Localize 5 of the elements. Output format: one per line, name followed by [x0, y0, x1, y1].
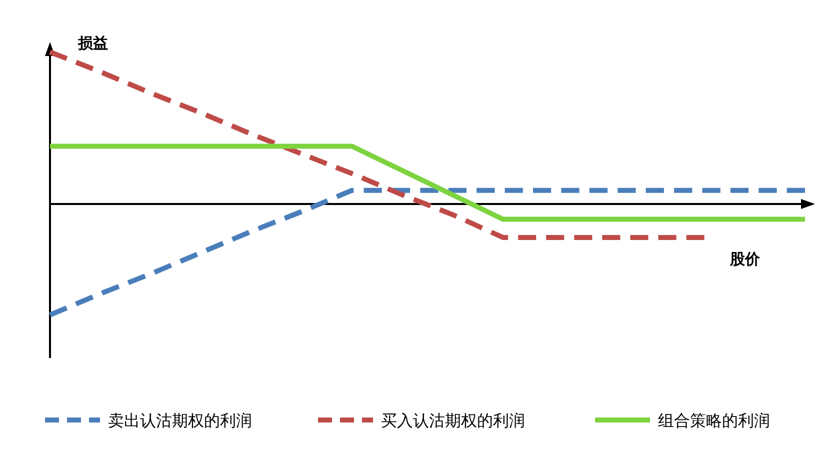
legend-label: 卖出认沽期权的利润	[108, 411, 252, 430]
legend-label: 组合策略的利润	[658, 411, 770, 430]
y-axis-title: 损益	[77, 34, 108, 52]
legend-label: 买入认沽期权的利润	[381, 411, 525, 430]
x-axis-title: 股价	[729, 250, 761, 268]
